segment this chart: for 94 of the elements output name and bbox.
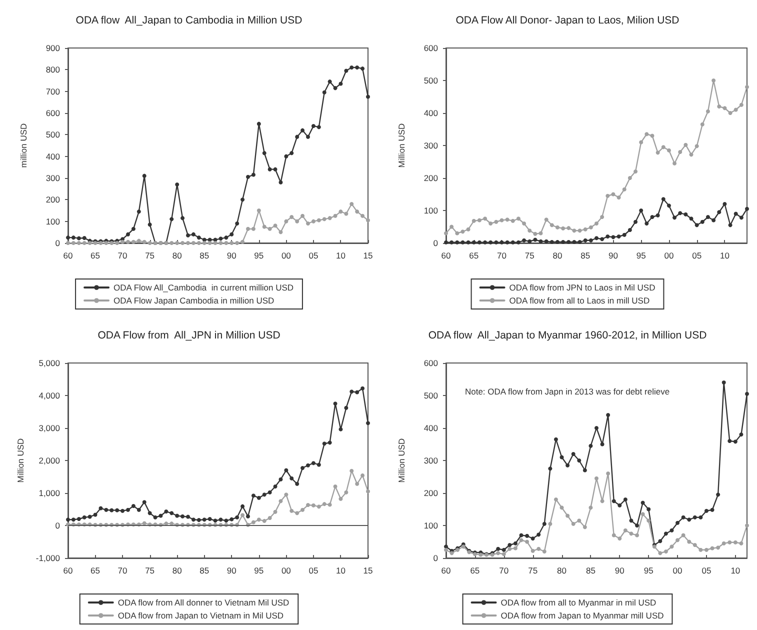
x-tick-label: 75 bbox=[145, 566, 155, 576]
chart-title: ODA Flow from All_JPN in Million USD bbox=[98, 330, 281, 342]
y-tick-label: 300 bbox=[424, 140, 438, 150]
x-tick-label: 70 bbox=[118, 566, 128, 576]
y-axis-title: Million USD bbox=[396, 123, 406, 168]
x-tick-label: 80 bbox=[552, 250, 562, 260]
legend-label: ODA Flow Japan Cambodia in million USD bbox=[114, 296, 274, 306]
x-tick-label: 80 bbox=[172, 250, 182, 260]
y-tick-label: 2,000 bbox=[38, 456, 60, 466]
y-axis-title: Million USD bbox=[16, 438, 26, 483]
x-tick-label: 00 bbox=[281, 250, 292, 260]
x-tick-label: 70 bbox=[499, 566, 509, 576]
y-tick-label: 100 bbox=[424, 520, 438, 530]
y-tick-label: 400 bbox=[46, 151, 60, 162]
y-tick-label: 1,000 bbox=[38, 488, 60, 498]
legend-label: ODA flow from all to Laos in mill USD bbox=[509, 296, 650, 306]
x-tick-label: 70 bbox=[118, 250, 128, 260]
y-tick-label: 600 bbox=[424, 43, 438, 53]
x-tick-label: 10 bbox=[720, 250, 730, 260]
y-tick-label: 500 bbox=[424, 390, 438, 400]
x-tick-label: 75 bbox=[524, 250, 535, 260]
y-tick-label: 100 bbox=[424, 206, 438, 216]
x-tick-label: 85 bbox=[580, 250, 590, 260]
y-tick-label: 4,000 bbox=[38, 390, 60, 400]
x-tick-label: 65 bbox=[470, 566, 480, 576]
x-tick-label: 05 bbox=[308, 250, 318, 260]
y-tick-label: 300 bbox=[46, 173, 60, 183]
legend-label: ODA Flow All_Cambodia in current million USD bbox=[114, 282, 294, 292]
y-tick-label: 5,000 bbox=[38, 358, 60, 368]
x-tick-label: 90 bbox=[226, 250, 237, 260]
y-tick-label: 200 bbox=[424, 488, 438, 498]
legend-label: ODA flow from Japan to Myanmar mill USD bbox=[500, 610, 664, 620]
y-tick-label: 3,000 bbox=[38, 423, 60, 433]
x-tick-label: 10 bbox=[336, 250, 346, 260]
x-tick-label: 00 bbox=[664, 250, 674, 260]
y-tick-label: 0 bbox=[433, 553, 438, 563]
x-tick-label: 95 bbox=[254, 250, 264, 260]
x-tick-label: 15 bbox=[363, 250, 373, 260]
x-tick-label: 05 bbox=[702, 566, 712, 576]
x-tick-label: 85 bbox=[200, 250, 210, 260]
x-tick-label: 90 bbox=[608, 250, 618, 260]
x-tick-label: 95 bbox=[254, 566, 264, 576]
legend-label: ODA flow from All donner to Vietnam Mil USD bbox=[118, 598, 290, 608]
y-tick-label: 200 bbox=[46, 194, 60, 205]
x-tick-label: 60 bbox=[441, 250, 451, 260]
x-tick-label: 10 bbox=[336, 566, 346, 576]
legend-label: ODA flow from all to Myanmar in mil USD bbox=[500, 598, 656, 608]
y-tick-label: 0 bbox=[55, 520, 60, 530]
x-tick-label: 65 bbox=[469, 250, 479, 260]
y-tick-label: 500 bbox=[46, 130, 60, 140]
y-axis-title: Million USD bbox=[396, 438, 406, 483]
x-tick-label: 65 bbox=[90, 250, 100, 260]
x-tick-label: 65 bbox=[90, 566, 100, 576]
x-tick-label: 75 bbox=[528, 566, 538, 576]
y-tick-label: 0 bbox=[55, 238, 60, 248]
x-tick-label: 60 bbox=[441, 566, 451, 576]
y-tick-label: -1,000 bbox=[36, 553, 60, 563]
x-tick-label: 80 bbox=[557, 566, 567, 576]
y-tick-label: 400 bbox=[424, 423, 438, 433]
x-tick-label: 05 bbox=[308, 566, 318, 576]
chart-title: ODA flow All_Japan to Cambodia in Million USD bbox=[76, 14, 303, 26]
legend-label: ODA flow from Japan to Vietnam in Mil USD bbox=[118, 610, 284, 620]
x-tick-label: 60 bbox=[63, 250, 73, 260]
y-tick-label: 700 bbox=[46, 86, 60, 96]
y-tick-label: 600 bbox=[46, 108, 60, 118]
y-tick-label: 900 bbox=[46, 43, 60, 53]
x-tick-label: 80 bbox=[172, 566, 182, 576]
x-tick-label: 85 bbox=[586, 566, 596, 576]
x-tick-label: 95 bbox=[636, 250, 646, 260]
x-tick-label: 05 bbox=[692, 250, 702, 260]
y-tick-label: 800 bbox=[46, 64, 60, 75]
x-tick-label: 75 bbox=[145, 250, 155, 260]
x-tick-label: 85 bbox=[200, 566, 210, 576]
x-tick-label: 10 bbox=[730, 566, 740, 576]
y-tick-label: 400 bbox=[424, 108, 438, 118]
chart-title: ODA flow All_Japan to Myanmar 1960-2012, in Million USD bbox=[428, 330, 708, 342]
x-tick-label: 00 bbox=[281, 566, 292, 576]
chart-title: ODA Flow All Donor- Japan to Laos, Milion USD bbox=[456, 14, 680, 26]
x-tick-label: 60 bbox=[63, 566, 73, 576]
annotation: Note: ODA flow from Japn in 2013 was for debt relieve bbox=[464, 386, 670, 396]
x-tick-label: 70 bbox=[497, 250, 507, 260]
x-tick-label: 90 bbox=[226, 566, 237, 576]
y-tick-label: 200 bbox=[424, 173, 438, 183]
y-tick-label: 0 bbox=[433, 238, 438, 248]
x-tick-label: 95 bbox=[644, 566, 654, 576]
x-tick-label: 00 bbox=[672, 566, 683, 576]
y-tick-label: 300 bbox=[424, 456, 438, 466]
y-axis-title: million USD bbox=[18, 123, 28, 168]
x-tick-label: 90 bbox=[614, 566, 625, 576]
y-tick-label: 600 bbox=[424, 358, 438, 368]
y-tick-label: 100 bbox=[46, 216, 60, 226]
legend-label: ODA flow from JPN to Laos in Mil USD bbox=[509, 282, 656, 292]
y-tick-label: 500 bbox=[424, 76, 438, 86]
x-tick-label: 15 bbox=[363, 566, 373, 576]
